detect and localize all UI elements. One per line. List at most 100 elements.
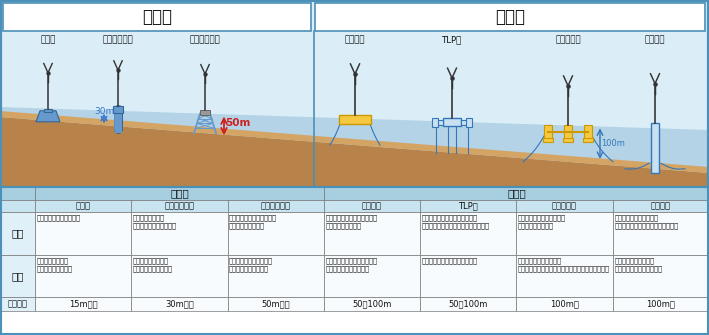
Text: モノパイル型: モノパイル型 bbox=[103, 35, 133, 44]
Bar bbox=[35, 212, 131, 255]
Text: TLP型: TLP型 bbox=[442, 35, 462, 44]
Bar bbox=[613, 255, 709, 297]
Polygon shape bbox=[36, 111, 60, 122]
Text: スパー型: スパー型 bbox=[644, 35, 665, 44]
Bar bbox=[461, 120, 469, 125]
Bar bbox=[0, 0, 709, 187]
Text: 30m: 30m bbox=[94, 107, 114, 116]
Polygon shape bbox=[0, 107, 709, 187]
Text: ・地盤の厚みが必要
・設置時に汚濁が発生: ・地盤の厚みが必要 ・設置時に汚濁が発生 bbox=[133, 257, 173, 272]
Text: モノパイル型: モノパイル型 bbox=[164, 201, 194, 210]
Bar bbox=[583, 138, 593, 142]
Bar bbox=[324, 255, 420, 297]
Bar bbox=[420, 200, 516, 212]
Bar bbox=[544, 125, 552, 139]
Bar bbox=[613, 200, 709, 212]
Text: 着床式: 着床式 bbox=[142, 8, 172, 26]
Text: 50～100m: 50～100m bbox=[449, 299, 488, 309]
Text: 15m以下: 15m以下 bbox=[69, 299, 97, 309]
Bar bbox=[543, 138, 553, 142]
Bar bbox=[0, 200, 35, 212]
Bar bbox=[315, 3, 705, 31]
Text: セミサブ型: セミサブ型 bbox=[552, 201, 577, 210]
Text: ・暴風時の浮体動揺が大きい
・安全性等の検証が必要: ・暴風時の浮体動揺が大きい ・安全性等の検証が必要 bbox=[325, 257, 377, 272]
Text: ジャケット型: ジャケット型 bbox=[261, 201, 291, 210]
Bar bbox=[324, 212, 420, 255]
Bar bbox=[1, 1, 708, 187]
Text: 長所: 長所 bbox=[11, 228, 23, 239]
Bar bbox=[35, 255, 131, 297]
Bar bbox=[324, 187, 709, 200]
Text: 課題: 課題 bbox=[11, 271, 23, 281]
Bar bbox=[131, 200, 228, 212]
Bar bbox=[0, 212, 35, 255]
Text: セミサブ型: セミサブ型 bbox=[555, 35, 581, 44]
Text: 100m超: 100m超 bbox=[550, 299, 579, 309]
Bar bbox=[0, 187, 35, 200]
Bar bbox=[584, 125, 592, 139]
Text: ・海底整備が必要
・施工難易度が高い: ・海底整備が必要 ・施工難易度が高い bbox=[36, 257, 72, 272]
Text: ・係留による占有面積が小さい
・浮体の上下方向の摇れが抑制される: ・係留による占有面積が小さい ・浮体の上下方向の摇れが抑制される bbox=[422, 214, 490, 229]
Bar bbox=[466, 118, 472, 127]
Text: ・構造が複雑で高コスト
・施工効率、コストの観点からコンパクト化が課題: ・構造が複雑で高コスト ・施工効率、コストの観点からコンパクト化が課題 bbox=[518, 257, 610, 272]
Text: ジャケット型: ジャケット型 bbox=[189, 35, 220, 44]
Text: ・構造が複雑で高コスト
・軟弱地盤に対応不可: ・構造が複雑で高コスト ・軟弱地盤に対応不可 bbox=[229, 257, 273, 272]
Text: 30m以下: 30m以下 bbox=[165, 299, 194, 309]
Text: ・係留システムのコストが高い: ・係留システムのコストが高い bbox=[422, 257, 478, 264]
Bar bbox=[324, 297, 420, 311]
Bar bbox=[113, 106, 123, 113]
Text: 重力型: 重力型 bbox=[76, 201, 91, 210]
Bar bbox=[324, 200, 420, 212]
Bar bbox=[443, 118, 461, 126]
Bar bbox=[35, 200, 131, 212]
Text: 50m: 50m bbox=[225, 118, 250, 128]
Bar bbox=[651, 123, 659, 173]
Bar bbox=[516, 255, 613, 297]
Polygon shape bbox=[0, 117, 709, 187]
Bar bbox=[35, 297, 131, 311]
Bar bbox=[420, 255, 516, 297]
Bar bbox=[200, 110, 210, 115]
Text: TLP型: TLP型 bbox=[459, 201, 478, 210]
Bar bbox=[131, 255, 228, 297]
Text: 100m超: 100m超 bbox=[647, 299, 675, 309]
Bar bbox=[613, 297, 709, 311]
Text: 浮体式: 浮体式 bbox=[507, 189, 526, 199]
Bar bbox=[613, 212, 709, 255]
Text: 着床式: 着床式 bbox=[170, 189, 189, 199]
Text: ・構造が単純で製造容易
・構造上、低コスト化が見込まれる: ・構造が単純で製造容易 ・構造上、低コスト化が見込まれる bbox=[614, 214, 679, 229]
Bar bbox=[228, 212, 324, 255]
Polygon shape bbox=[0, 111, 709, 173]
Text: 重力型: 重力型 bbox=[40, 35, 56, 44]
Bar bbox=[0, 255, 35, 297]
Bar bbox=[516, 212, 613, 255]
Text: 50～100m: 50～100m bbox=[352, 299, 391, 309]
Text: バージ型: バージ型 bbox=[345, 35, 365, 44]
Bar bbox=[131, 212, 228, 255]
Bar bbox=[228, 255, 324, 297]
Bar bbox=[131, 297, 228, 311]
Bar bbox=[44, 109, 52, 112]
Text: バージ型: バージ型 bbox=[362, 201, 382, 210]
Bar bbox=[339, 115, 371, 124]
Text: スパー型: スパー型 bbox=[651, 201, 671, 210]
Text: 設置水深: 設置水深 bbox=[8, 299, 28, 309]
Bar bbox=[435, 120, 443, 125]
Text: ・施工が低コスト
・海底の整備が原則不要: ・施工が低コスト ・海底の整備が原則不要 bbox=[133, 214, 177, 229]
Bar bbox=[228, 200, 324, 212]
Text: 100m: 100m bbox=[601, 139, 625, 148]
Bar bbox=[516, 200, 613, 212]
Bar bbox=[228, 297, 324, 311]
Bar bbox=[420, 297, 516, 311]
Text: ・構造が単純で低コスト化可
・設置時の施工容易: ・構造が単純で低コスト化可 ・設置時の施工容易 bbox=[325, 214, 377, 229]
Text: ・港湾施設内で組立が可能
・浮体動揺が小さい: ・港湾施設内で組立が可能 ・浮体動揺が小さい bbox=[518, 214, 566, 229]
Bar bbox=[3, 3, 311, 31]
Bar bbox=[516, 297, 613, 311]
Bar bbox=[564, 125, 572, 139]
Bar bbox=[0, 297, 35, 311]
Bar bbox=[432, 118, 438, 127]
Bar bbox=[35, 187, 324, 200]
Text: 50m以下: 50m以下 bbox=[262, 299, 290, 309]
Text: 浮体式: 浮体式 bbox=[495, 8, 525, 26]
Text: ・浅水域では導入不可
・施工に水深を要し設置難: ・浅水域では導入不可 ・施工に水深を要し設置難 bbox=[614, 257, 662, 272]
